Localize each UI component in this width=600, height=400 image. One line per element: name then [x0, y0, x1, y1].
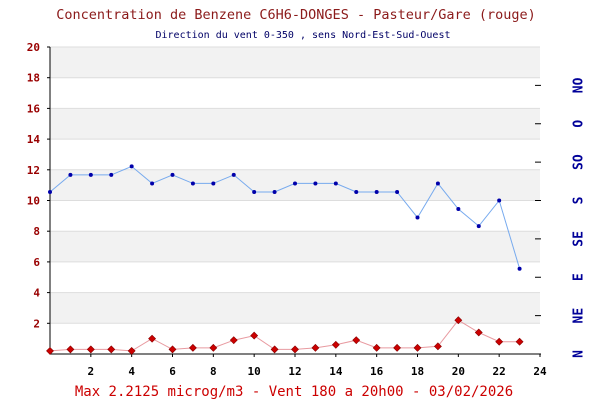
- data-point-diamond: [168, 345, 177, 354]
- data-point-dot: [170, 172, 175, 177]
- data-point-dot: [190, 181, 195, 186]
- data-point-dot: [109, 172, 114, 177]
- data-point-diamond: [107, 345, 116, 354]
- x-tick-label: 8: [210, 365, 217, 378]
- data-point-diamond: [229, 336, 238, 345]
- data-point-dot: [497, 198, 502, 203]
- y-tick-label: 16: [27, 102, 41, 115]
- data-point-diamond: [66, 345, 75, 354]
- chart-footer: Max 2.2125 microg/m3 - Vent 180 a 20h00 …: [75, 384, 513, 400]
- data-point-diamond: [86, 345, 95, 354]
- chart-title: Concentration de Benzene C6H6-DONGES - P…: [56, 7, 536, 23]
- data-point-diamond: [352, 336, 361, 345]
- y-tick-label: 2: [33, 317, 40, 330]
- x-tick-label: 22: [493, 365, 506, 378]
- data-point-diamond: [46, 347, 54, 355]
- x-tick-label: 14: [329, 365, 343, 378]
- series-line-1: [49, 165, 521, 269]
- wind-direction-label: NO: [572, 77, 587, 93]
- data-point-dot: [476, 224, 481, 229]
- data-point-dot: [517, 266, 522, 271]
- y-tick-label: 20: [27, 41, 40, 54]
- y-tick-label: 14: [27, 133, 41, 146]
- data-point-dot: [395, 189, 400, 194]
- chart-band: [50, 108, 540, 140]
- wind-direction-label: S: [572, 196, 587, 204]
- data-point-dot: [354, 189, 359, 194]
- data-point-diamond: [311, 343, 320, 352]
- x-tick-label: 12: [288, 365, 301, 378]
- data-point-dot: [313, 181, 318, 186]
- x-tick-label: 18: [411, 365, 424, 378]
- data-point-diamond: [188, 343, 197, 352]
- data-point-diamond: [250, 331, 259, 340]
- chart-series: [46, 164, 524, 355]
- data-point-diamond: [270, 345, 279, 354]
- series-line-0: [49, 319, 520, 352]
- data-point-dot: [88, 172, 93, 177]
- data-point-dot: [231, 172, 236, 177]
- y-tick-label: 10: [27, 195, 40, 208]
- data-point-dot: [435, 181, 440, 186]
- x-tick-label: 2: [88, 365, 95, 378]
- data-point-diamond: [454, 316, 463, 325]
- data-point-dot: [252, 189, 257, 194]
- chart-band: [50, 47, 540, 78]
- data-point-diamond: [331, 340, 340, 349]
- data-point-dot: [150, 181, 155, 186]
- data-point-dot: [48, 189, 52, 194]
- wind-direction-label: O: [572, 120, 587, 128]
- x-tick-label: 6: [169, 365, 176, 378]
- data-point-dot: [456, 207, 461, 212]
- wind-direction-label: SO: [572, 154, 587, 170]
- data-point-dot: [129, 164, 134, 169]
- data-point-dot: [374, 189, 379, 194]
- y-tick-label: 12: [27, 164, 40, 177]
- chart-band: [50, 231, 540, 262]
- x-tick-label: 24: [533, 365, 547, 378]
- chart-bands: [50, 46, 540, 324]
- data-point-diamond: [474, 328, 483, 337]
- wind-direction-label: N: [572, 350, 587, 358]
- data-point-diamond: [393, 343, 402, 352]
- y-tick-label: 18: [27, 72, 40, 85]
- x-tick-label: 10: [248, 365, 261, 378]
- wind-direction-label: SE: [572, 231, 587, 247]
- x-tick-label: 4: [128, 365, 135, 378]
- data-point-diamond: [209, 343, 218, 352]
- data-point-diamond: [372, 343, 381, 352]
- data-point-diamond: [291, 345, 299, 354]
- chart-band: [50, 292, 540, 324]
- x-tick-label: 16: [370, 365, 384, 378]
- y-tick-label: 6: [33, 256, 40, 269]
- data-point-dot: [272, 189, 277, 194]
- y-tick-label: 4: [33, 287, 40, 300]
- data-point-diamond: [433, 342, 442, 351]
- wind-direction-label: E: [572, 273, 587, 281]
- data-point-diamond: [413, 343, 422, 352]
- data-point-diamond: [127, 347, 136, 355]
- data-point-dot: [211, 181, 216, 186]
- data-point-dot: [293, 181, 297, 186]
- data-point-dot: [333, 181, 338, 186]
- wind-direction-label: NE: [572, 308, 587, 324]
- y-tick-label: 8: [33, 225, 40, 238]
- data-point-diamond: [515, 337, 524, 346]
- data-point-dot: [68, 172, 73, 177]
- chart-subtitle: Direction du vent 0-350 , sens Nord-Est-…: [155, 30, 450, 41]
- data-point-diamond: [148, 334, 157, 343]
- x-tick-label: 20: [452, 365, 465, 378]
- data-point-dot: [415, 215, 420, 220]
- data-point-diamond: [495, 337, 504, 346]
